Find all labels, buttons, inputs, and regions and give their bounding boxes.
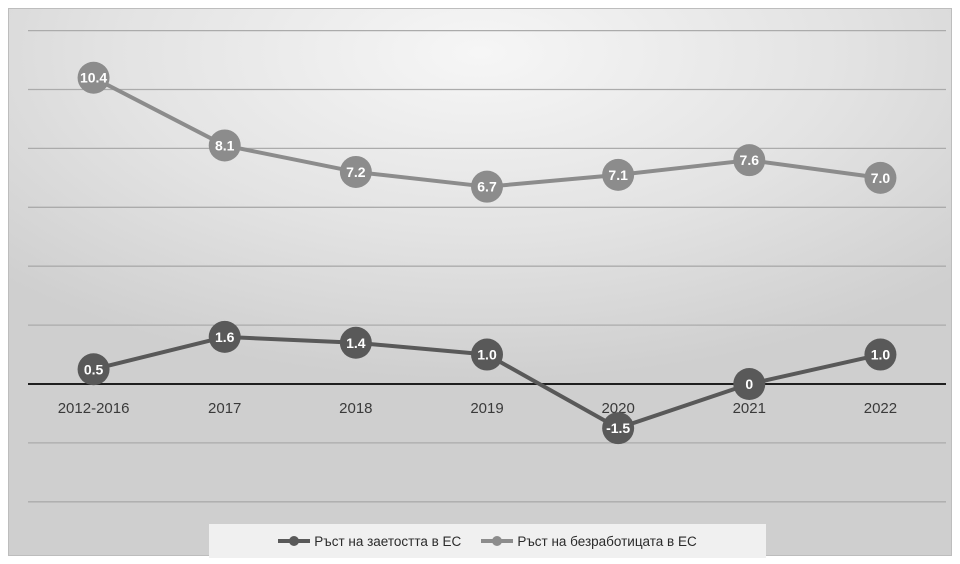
data-label: 7.6: [740, 152, 760, 168]
data-label: 7.2: [346, 164, 366, 180]
data-point: [733, 144, 766, 177]
data-label: 1.6: [215, 329, 235, 345]
data-point: [208, 320, 241, 353]
legend-entry-employment: Ръст на заетостта в ЕС: [278, 534, 461, 549]
data-label: 1.0: [477, 347, 497, 363]
x-tick-label: 2020: [601, 400, 634, 417]
legend: Ръст на заетостта в ЕС Ръст на безработи…: [209, 524, 766, 558]
data-point: [602, 158, 635, 191]
data-markers: 0.5 1.6 1.4 1.0 -1.5 0 1.0 10.4 8.1 7.2 6.7 7.1 7.6 7…: [77, 61, 897, 445]
legend-swatch-unemployment: [481, 536, 514, 546]
data-point: [602, 412, 635, 445]
data-point: [864, 161, 897, 194]
data-point: [339, 155, 372, 188]
legend-entry-unemployment: Ръст на безработицата в ЕС: [481, 533, 697, 549]
x-tick-label: 2017: [208, 400, 241, 417]
legend-label-unemployment: Ръст на безработицата в ЕС: [517, 533, 697, 549]
data-point: [864, 338, 897, 371]
x-tick-label: 2019: [470, 400, 503, 417]
data-label: 7.0: [871, 170, 891, 186]
data-point: [208, 129, 241, 162]
legend-swatch-employment: [278, 536, 311, 546]
series-line-1: [92, 75, 881, 189]
x-tick-label: 2022: [864, 400, 897, 417]
data-label: -1.5: [606, 420, 630, 436]
x-axis-tick-labels: 2012-2016 2017 2018 2019 2020 2021 2022: [58, 400, 897, 417]
chart-area: [8, 8, 952, 556]
legend-label-employment: Ръст на заетостта в ЕС: [314, 533, 462, 549]
data-label: 8.1: [215, 137, 235, 153]
data-point: [733, 368, 766, 400]
data-label: 6.7: [477, 179, 497, 195]
x-tick-label: 2021: [733, 400, 766, 417]
data-point: [471, 170, 503, 203]
data-label: 7.1: [608, 167, 628, 183]
data-label: 1.0: [871, 347, 891, 363]
data-point: [77, 353, 110, 386]
data-label: 10.4: [80, 70, 107, 86]
data-point: [471, 338, 503, 371]
data-point: [77, 61, 110, 94]
x-tick-label: 2012-2016: [58, 400, 130, 417]
data-point: [339, 326, 372, 359]
data-label: 1.4: [346, 335, 366, 351]
data-label: 0.5: [84, 361, 104, 377]
gridlines: [28, 29, 946, 503]
data-label: 0: [745, 376, 753, 392]
x-tick-label: 2018: [339, 400, 372, 417]
